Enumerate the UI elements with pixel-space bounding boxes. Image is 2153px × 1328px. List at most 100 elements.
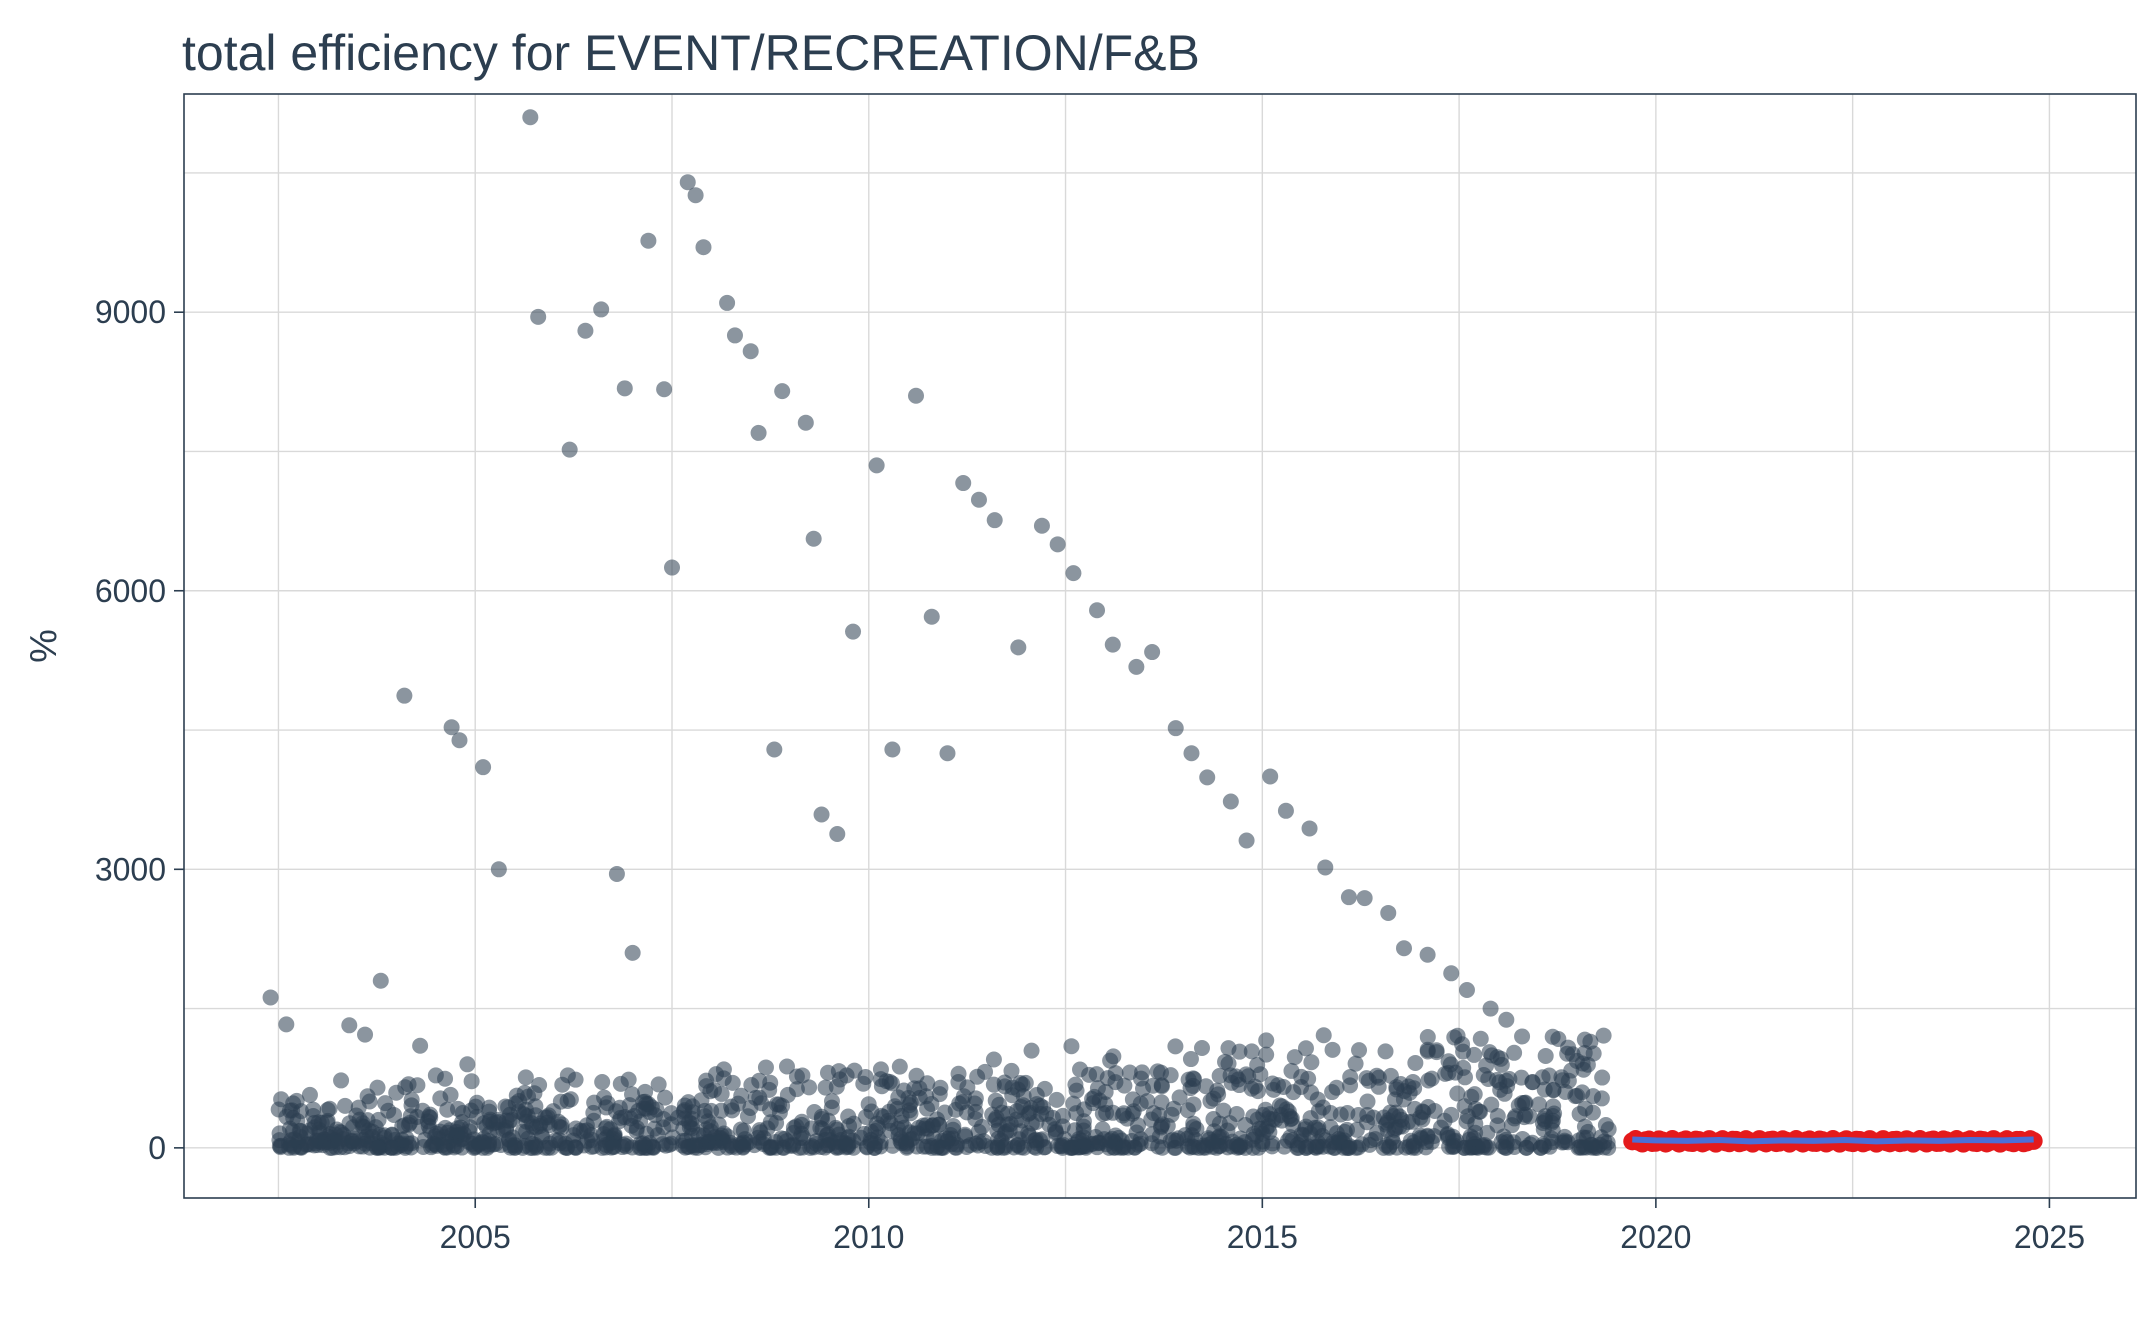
x-tick-label: 2015 bbox=[1227, 1219, 1298, 1255]
data-point bbox=[278, 1016, 295, 1033]
data-point bbox=[1049, 536, 1066, 553]
data-point bbox=[1556, 1134, 1573, 1151]
data-point bbox=[832, 1071, 849, 1088]
data-point bbox=[1380, 904, 1397, 921]
data-point bbox=[723, 1137, 740, 1154]
data-point bbox=[984, 1106, 1001, 1123]
data-point bbox=[459, 1056, 476, 1073]
data-point bbox=[469, 1094, 486, 1111]
data-point bbox=[1537, 1047, 1554, 1064]
data-point bbox=[726, 327, 743, 344]
data-point bbox=[1419, 946, 1436, 963]
data-point bbox=[1301, 820, 1318, 837]
data-point bbox=[1048, 1091, 1065, 1108]
data-point bbox=[451, 732, 468, 749]
data-point bbox=[693, 1092, 710, 1109]
data-point bbox=[436, 1129, 453, 1146]
data-point bbox=[1003, 1062, 1020, 1079]
data-point bbox=[341, 1115, 358, 1132]
data-point bbox=[1132, 1135, 1149, 1152]
data-point bbox=[1315, 1027, 1332, 1044]
data-point bbox=[1324, 1084, 1341, 1101]
data-point bbox=[614, 1139, 631, 1156]
x-tick-label: 2025 bbox=[2014, 1219, 2085, 1255]
data-point bbox=[1084, 1091, 1101, 1108]
data-point bbox=[454, 1105, 471, 1122]
data-point bbox=[1258, 1032, 1275, 1049]
data-point bbox=[1258, 1046, 1275, 1063]
data-point bbox=[719, 294, 736, 311]
data-point bbox=[1407, 1054, 1424, 1071]
data-point bbox=[1585, 1088, 1602, 1105]
data-point bbox=[500, 1099, 517, 1116]
data-point bbox=[1289, 1139, 1306, 1156]
data-point bbox=[1521, 1108, 1538, 1125]
data-point bbox=[559, 1067, 576, 1084]
y-tick-label: 0 bbox=[148, 1130, 166, 1166]
data-point bbox=[1183, 745, 1200, 762]
data-point bbox=[1419, 1041, 1436, 1058]
data-point bbox=[284, 1123, 301, 1140]
data-point bbox=[1600, 1121, 1617, 1138]
y-tick-label: 3000 bbox=[95, 851, 166, 887]
data-point bbox=[663, 1135, 680, 1152]
data-point bbox=[940, 1130, 957, 1147]
data-point bbox=[558, 1139, 575, 1156]
data-point bbox=[1210, 1086, 1227, 1103]
data-point bbox=[624, 1086, 641, 1103]
data-point bbox=[805, 530, 822, 547]
data-point bbox=[357, 1026, 374, 1043]
data-point bbox=[1595, 1027, 1612, 1044]
data-point bbox=[1377, 1043, 1394, 1060]
data-point bbox=[1387, 1120, 1404, 1137]
data-point bbox=[271, 1132, 288, 1149]
data-point bbox=[553, 1119, 570, 1136]
data-point bbox=[1193, 1040, 1210, 1057]
data-point bbox=[1483, 1047, 1500, 1064]
data-point bbox=[1023, 1042, 1040, 1059]
data-point bbox=[791, 1139, 808, 1156]
y-tick-label: 6000 bbox=[95, 573, 166, 609]
data-point bbox=[598, 1136, 615, 1153]
data-point bbox=[1569, 1087, 1586, 1104]
data-point bbox=[863, 1123, 880, 1140]
y-tick-label: 9000 bbox=[95, 294, 166, 330]
data-point bbox=[1286, 1049, 1303, 1066]
data-point bbox=[561, 441, 578, 458]
data-point bbox=[1553, 1069, 1570, 1086]
data-point bbox=[918, 1138, 935, 1155]
data-point bbox=[734, 1139, 751, 1156]
data-point bbox=[1104, 636, 1121, 653]
data-point bbox=[1133, 1070, 1150, 1087]
data-point bbox=[656, 381, 673, 398]
data-point bbox=[766, 741, 783, 758]
data-point bbox=[388, 1084, 405, 1101]
data-point bbox=[818, 1127, 835, 1144]
data-point bbox=[840, 1108, 857, 1125]
data-point bbox=[1204, 1134, 1221, 1151]
data-point bbox=[866, 1139, 883, 1156]
data-point bbox=[699, 1113, 716, 1130]
data-point bbox=[774, 1097, 791, 1114]
data-point bbox=[923, 608, 940, 625]
data-point bbox=[453, 1131, 470, 1148]
data-point bbox=[1012, 1139, 1029, 1156]
data-point bbox=[868, 457, 885, 474]
data-point bbox=[1240, 1068, 1257, 1085]
data-point bbox=[743, 1077, 760, 1094]
data-point bbox=[301, 1086, 318, 1103]
data-point bbox=[1087, 1129, 1104, 1146]
data-point bbox=[891, 1058, 908, 1075]
data-point bbox=[1145, 1077, 1162, 1094]
data-point bbox=[608, 865, 625, 882]
axes: 2005 2010 2015 2020 2025 0 3000 6000 9000 bbox=[95, 294, 2085, 1255]
data-point bbox=[1221, 1115, 1238, 1132]
data-point bbox=[1309, 1138, 1326, 1155]
data-point bbox=[930, 1116, 947, 1133]
data-point bbox=[762, 1114, 779, 1131]
data-point bbox=[762, 1074, 779, 1091]
data-point bbox=[1162, 1067, 1179, 1084]
data-point bbox=[958, 1104, 975, 1121]
data-point bbox=[1231, 1043, 1248, 1060]
data-point bbox=[463, 1073, 480, 1090]
